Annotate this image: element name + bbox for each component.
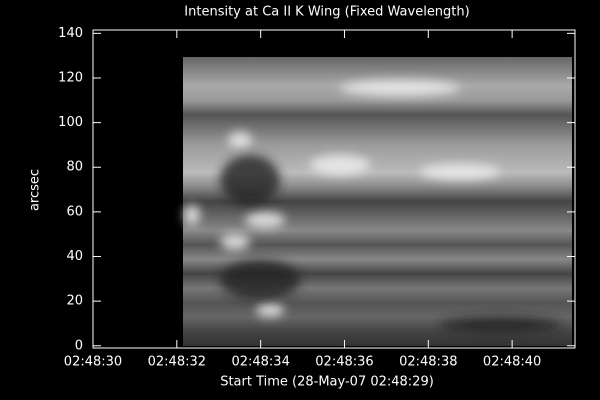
- x-tick-label: 02:48:32: [148, 355, 206, 370]
- plot-frame: [92, 29, 576, 349]
- x-tick-label: 02:48:34: [231, 355, 289, 370]
- y-tick-label: 60: [66, 204, 83, 219]
- y-tick-label: 0: [75, 338, 83, 353]
- x-tick-label: 02:48:30: [64, 355, 122, 370]
- x-tick-label: 02:48:38: [399, 355, 457, 370]
- y-axis-label: arcsec: [28, 169, 43, 211]
- x-tick-label: 02:48:40: [483, 355, 541, 370]
- y-tick-label: 100: [58, 115, 83, 130]
- y-tick-label: 140: [58, 26, 83, 41]
- intensity-image: [183, 57, 572, 346]
- y-tick-label: 80: [66, 160, 83, 175]
- x-tick-label: 02:48:36: [315, 355, 373, 370]
- y-tick-label: 20: [66, 294, 83, 309]
- chart-title: Intensity at Ca II K Wing (Fixed Wavelen…: [184, 5, 469, 20]
- y-tick-label: 40: [66, 249, 83, 264]
- x-axis-label: Start Time (28-May-07 02:48:29): [220, 375, 434, 390]
- y-tick-label: 120: [58, 70, 83, 85]
